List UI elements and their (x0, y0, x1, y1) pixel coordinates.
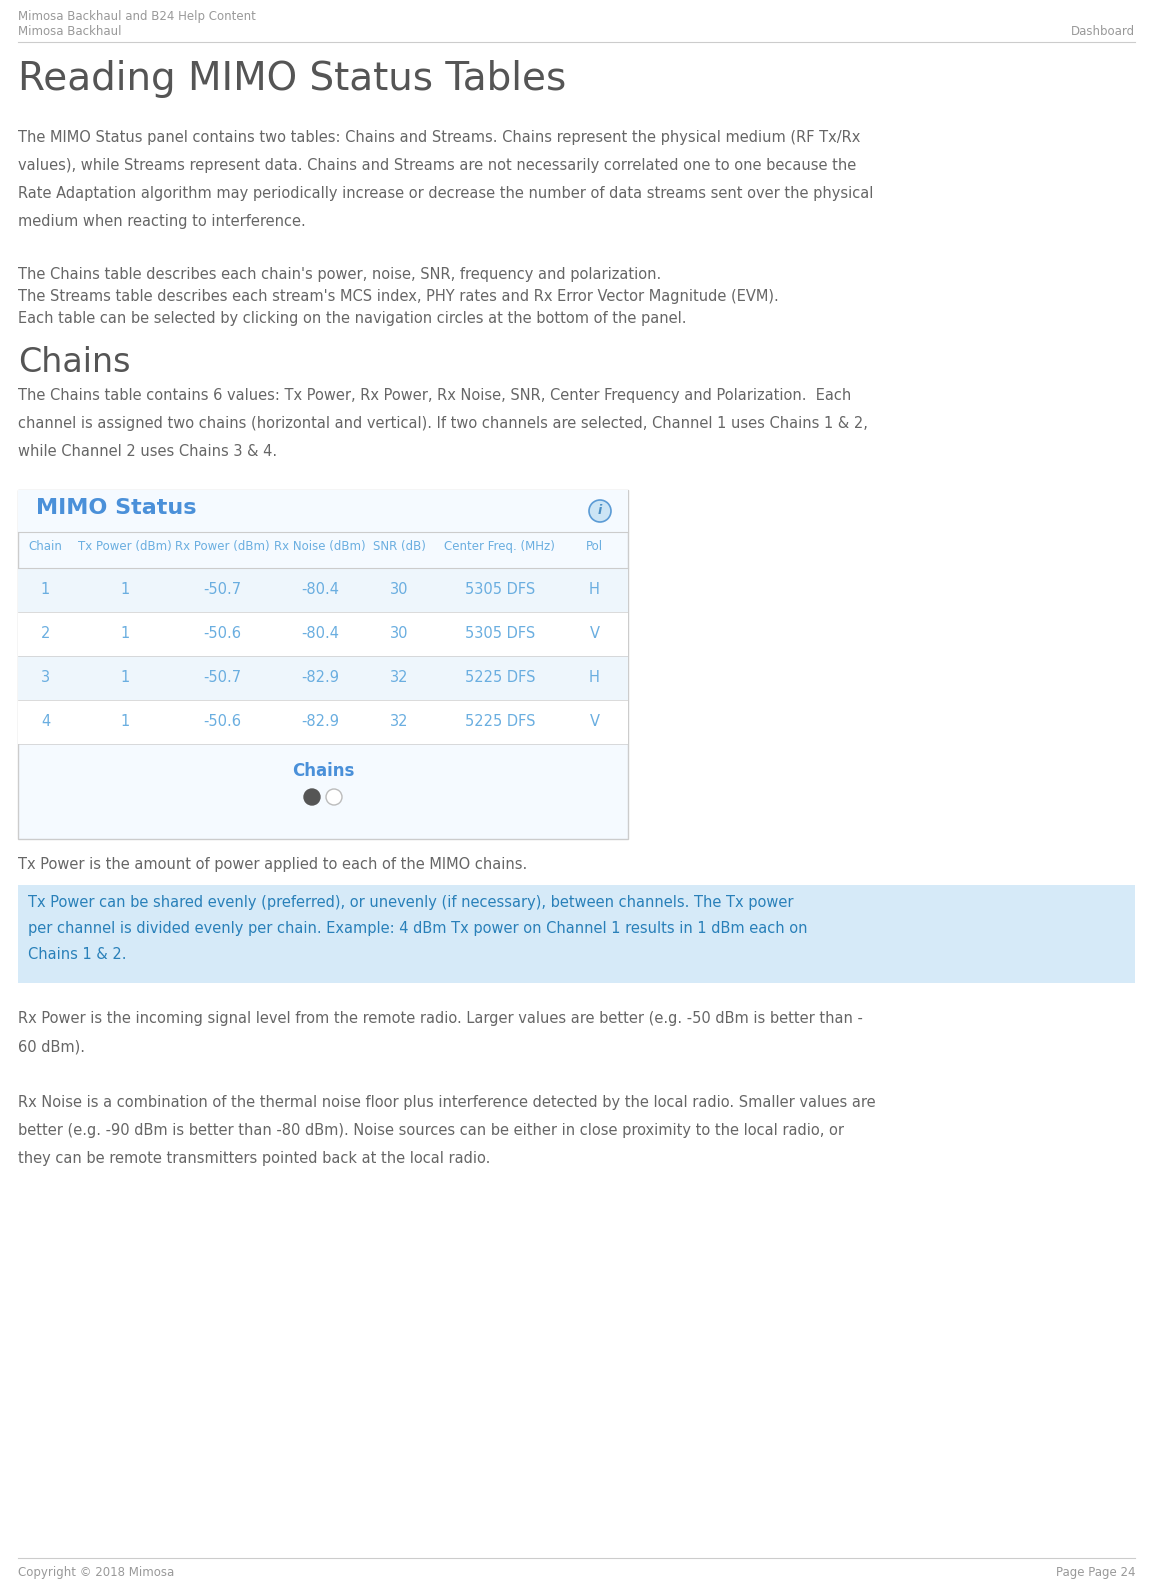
Text: Tx Power (dBm): Tx Power (dBm) (78, 540, 172, 553)
Text: better (e.g. -90 dBm is better than -80 dBm). Noise sources can be either in clo: better (e.g. -90 dBm is better than -80 … (18, 1123, 844, 1138)
Text: Reading MIMO Status Tables: Reading MIMO Status Tables (18, 60, 566, 98)
Text: values), while Streams represent data. Chains and Streams are not necessarily co: values), while Streams represent data. C… (18, 158, 857, 172)
Text: -50.7: -50.7 (203, 670, 241, 686)
Text: Rx Noise is a combination of the thermal noise floor plus interference detected : Rx Noise is a combination of the thermal… (18, 1095, 875, 1111)
Text: H: H (589, 670, 600, 686)
Text: while Channel 2 uses Chains 3 & 4.: while Channel 2 uses Chains 3 & 4. (18, 444, 277, 460)
Text: 32: 32 (390, 714, 408, 730)
Text: The Chains table describes each chain's power, noise, SNR, frequency and polariz: The Chains table describes each chain's … (18, 267, 662, 281)
Bar (18, 656, 628, 700)
Text: 5225 DFS: 5225 DFS (465, 714, 535, 730)
Text: MIMO Status: MIMO Status (36, 498, 196, 518)
Text: 2: 2 (40, 627, 50, 641)
Text: they can be remote transmitters pointed back at the local radio.: they can be remote transmitters pointed … (18, 1150, 490, 1166)
Text: Copyright © 2018 Mimosa: Copyright © 2018 Mimosa (18, 1566, 174, 1578)
Text: -80.4: -80.4 (301, 627, 339, 641)
Bar (18, 567, 628, 611)
Text: Chains: Chains (292, 762, 354, 781)
Text: Rx Noise (dBm): Rx Noise (dBm) (274, 540, 366, 553)
Bar (18, 490, 628, 839)
Text: channel is assigned two chains (horizontal and vertical). If two channels are se: channel is assigned two chains (horizont… (18, 416, 868, 431)
Text: -50.7: -50.7 (203, 583, 241, 597)
Text: V: V (589, 714, 600, 730)
Text: H: H (589, 583, 600, 597)
Bar (18, 885, 1135, 983)
Text: Rx Power (dBm): Rx Power (dBm) (175, 540, 270, 553)
Text: Rx Power is the incoming signal level from the remote radio. Larger values are b: Rx Power is the incoming signal level fr… (18, 1011, 862, 1025)
Bar (18, 490, 628, 532)
Text: 30: 30 (390, 627, 408, 641)
Text: 4: 4 (40, 714, 50, 730)
Circle shape (589, 499, 611, 521)
Text: Pol: Pol (586, 540, 603, 553)
Text: SNR (dB): SNR (dB) (372, 540, 425, 553)
Text: -82.9: -82.9 (301, 714, 339, 730)
Text: Page Page 24: Page Page 24 (1055, 1566, 1135, 1578)
Text: Tx Power can be shared evenly (preferred), or unevenly (if necessary), between c: Tx Power can be shared evenly (preferred… (28, 894, 793, 910)
Text: Chains: Chains (18, 346, 130, 379)
Text: 1: 1 (120, 627, 129, 641)
Text: Rate Adaptation algorithm may periodically increase or decrease the number of da: Rate Adaptation algorithm may periodical… (18, 186, 873, 201)
Bar (18, 611, 628, 656)
Text: i: i (598, 504, 602, 518)
Text: The Chains table contains 6 values: Tx Power, Rx Power, Rx Noise, SNR, Center Fr: The Chains table contains 6 values: Tx P… (18, 389, 851, 403)
Text: Each table can be selected by clicking on the navigation circles at the bottom o: Each table can be selected by clicking o… (18, 311, 686, 325)
Text: -82.9: -82.9 (301, 670, 339, 686)
Bar (18, 700, 628, 744)
Text: Mimosa Backhaul and B24 Help Content: Mimosa Backhaul and B24 Help Content (18, 9, 256, 24)
Text: 1: 1 (120, 714, 129, 730)
Text: Center Freq. (MHz): Center Freq. (MHz) (444, 540, 556, 553)
Text: 60 dBm).: 60 dBm). (18, 1040, 85, 1054)
Text: 1: 1 (120, 670, 129, 686)
Text: 1: 1 (40, 583, 50, 597)
Circle shape (304, 788, 321, 804)
Text: medium when reacting to interference.: medium when reacting to interference. (18, 213, 306, 229)
Text: -80.4: -80.4 (301, 583, 339, 597)
Text: Mimosa Backhaul: Mimosa Backhaul (18, 25, 121, 38)
Text: 5305 DFS: 5305 DFS (465, 627, 535, 641)
Text: 1: 1 (120, 583, 129, 597)
Text: per channel is divided evenly per chain. Example: 4 dBm Tx power on Channel 1 re: per channel is divided evenly per chain.… (28, 921, 807, 935)
Text: The Streams table describes each stream's MCS index, PHY rates and Rx Error Vect: The Streams table describes each stream'… (18, 289, 778, 303)
Circle shape (326, 788, 342, 804)
Text: -50.6: -50.6 (203, 627, 241, 641)
Text: 32: 32 (390, 670, 408, 686)
Text: The MIMO Status panel contains two tables: Chains and Streams. Chains represent : The MIMO Status panel contains two table… (18, 130, 860, 145)
Text: Chain: Chain (29, 540, 62, 553)
Text: -50.6: -50.6 (203, 714, 241, 730)
Text: V: V (589, 627, 600, 641)
Text: 3: 3 (40, 670, 50, 686)
Text: 30: 30 (390, 583, 408, 597)
Text: 5305 DFS: 5305 DFS (465, 583, 535, 597)
Text: 5225 DFS: 5225 DFS (465, 670, 535, 686)
Text: Dashboard: Dashboard (1071, 25, 1135, 38)
Text: Chains 1 & 2.: Chains 1 & 2. (28, 946, 127, 962)
Text: Tx Power is the amount of power applied to each of the MIMO chains.: Tx Power is the amount of power applied … (18, 856, 527, 872)
